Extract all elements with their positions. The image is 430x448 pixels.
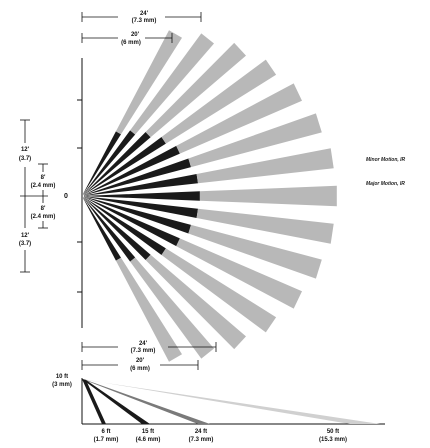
- left-dimension-8ft-up: 8' (2.4 mm): [31, 163, 56, 196]
- major-motion-beam: [83, 197, 151, 260]
- side-range-24ft-mm-label: (7.3 mm): [189, 437, 214, 443]
- major-motion-beam: [84, 174, 198, 196]
- side-view-beam: [82, 379, 106, 424]
- minor-motion-beam: [130, 257, 214, 359]
- left-dimension-12ft-up: 12' (3.7): [19, 119, 31, 196]
- top-view-fan: [82, 30, 337, 362]
- major-motion-beam: [84, 196, 198, 218]
- minor-motion-beam: [161, 59, 277, 144]
- top-24ft-label: 24': [140, 11, 149, 17]
- major-motion-beam: [83, 130, 136, 195]
- minor-motion-beam: [115, 30, 182, 135]
- major-motion-beam: [83, 197, 136, 262]
- major-motion-beam: [84, 191, 200, 201]
- top-20ft-label: 20': [131, 32, 140, 38]
- side-range-50ft-label: 50 ft: [327, 429, 339, 435]
- top-20ft-mm-label: (6 mm): [121, 40, 141, 46]
- bottom-24ft-mm-label: (7.3 mm): [131, 348, 156, 354]
- side-view-beam: [82, 379, 380, 424]
- major-motion-beam: [83, 158, 191, 196]
- side-range-6ft-mm-label: (1.7 mm): [94, 437, 119, 443]
- side-view-beams: [82, 379, 380, 424]
- left-dimension-8ft-down: 8' (2.4 mm): [31, 196, 56, 229]
- major-motion-beam: [83, 132, 151, 195]
- legend-minor-motion-label: Minor Motion, IR: [366, 157, 406, 163]
- minor-motion-beam: [188, 224, 322, 279]
- legend: Minor Motion, IR Major Motion, IR: [366, 157, 406, 187]
- side-range-15ft-label: 15 ft: [142, 429, 154, 435]
- major-motion-beam: [83, 196, 191, 234]
- major-motion-beam: [83, 137, 166, 195]
- major-motion-beam: [82, 131, 121, 195]
- minor-motion-beam: [145, 42, 246, 138]
- minor-motion-beam: [176, 238, 302, 309]
- left-up-12ft-label: 12': [21, 147, 30, 153]
- left-up-12ft-mm-label: (3.7): [19, 156, 31, 162]
- left-down-8ft-label: 8': [41, 206, 46, 212]
- left-up-8ft-mm-label: (2.4 mm): [31, 183, 56, 189]
- left-down-12ft-label: 12': [21, 233, 30, 239]
- legend-major-motion-label: Major Motion, IR: [366, 181, 405, 187]
- left-zero-marker: 0: [20, 193, 68, 200]
- left-down-12ft-mm-label: (3.7): [19, 241, 31, 247]
- major-motion-beam: [83, 145, 180, 196]
- side-range-50ft-mm-label: (15.3 mm): [319, 437, 347, 443]
- minor-motion-beam: [199, 185, 337, 207]
- side-range-24ft-label: 24 ft: [195, 429, 207, 435]
- top-24ft-mm-label: (7.3 mm): [132, 18, 157, 24]
- bottom-24ft-label: 24': [139, 341, 148, 347]
- side-view-beam: [82, 379, 210, 424]
- top-dimension-24ft: 24' (7.3 mm): [81, 11, 202, 24]
- minor-motion-beam: [196, 148, 334, 184]
- bottom-20ft-mm-label: (6 mm): [130, 366, 150, 372]
- minor-motion-beam: [161, 248, 277, 333]
- left-zero-label: 0: [64, 193, 68, 200]
- bottom-20ft-label: 20': [136, 358, 145, 364]
- major-motion-beam: [83, 197, 166, 255]
- major-motion-beam: [83, 196, 180, 247]
- minor-motion-beam: [196, 208, 334, 244]
- left-dimension-12ft-down: 12' (3.7): [19, 196, 31, 273]
- bottom-dimension-24ft: 24' (7.3 mm): [81, 341, 217, 354]
- side-range-6ft-label: 6 ft: [102, 429, 111, 435]
- minor-motion-beam: [130, 33, 214, 135]
- minor-motion-beam: [188, 113, 322, 168]
- side-height-label: 10 ft: [56, 374, 68, 380]
- side-view: 10 ft (3 mm) 6 ft (1.7 mm) 15 ft (4.6 mm…: [52, 374, 385, 443]
- top-dimension-20ft: 20' (6 mm): [81, 32, 173, 46]
- bottom-dimension-20ft: 20' (6 mm): [81, 358, 199, 372]
- minor-motion-beam: [176, 83, 302, 154]
- left-down-8ft-mm-label: (2.4 mm): [31, 214, 56, 220]
- minor-motion-beam: [115, 257, 182, 362]
- side-view-beam: [82, 379, 150, 424]
- left-up-8ft-label: 8': [41, 175, 46, 181]
- side-height-mm-label: (3 mm): [52, 382, 72, 388]
- side-range-15ft-mm-label: (4.6 mm): [136, 437, 161, 443]
- major-motion-beam: [82, 197, 121, 261]
- vertical-axis: [77, 58, 83, 328]
- minor-motion-beam: [145, 254, 246, 350]
